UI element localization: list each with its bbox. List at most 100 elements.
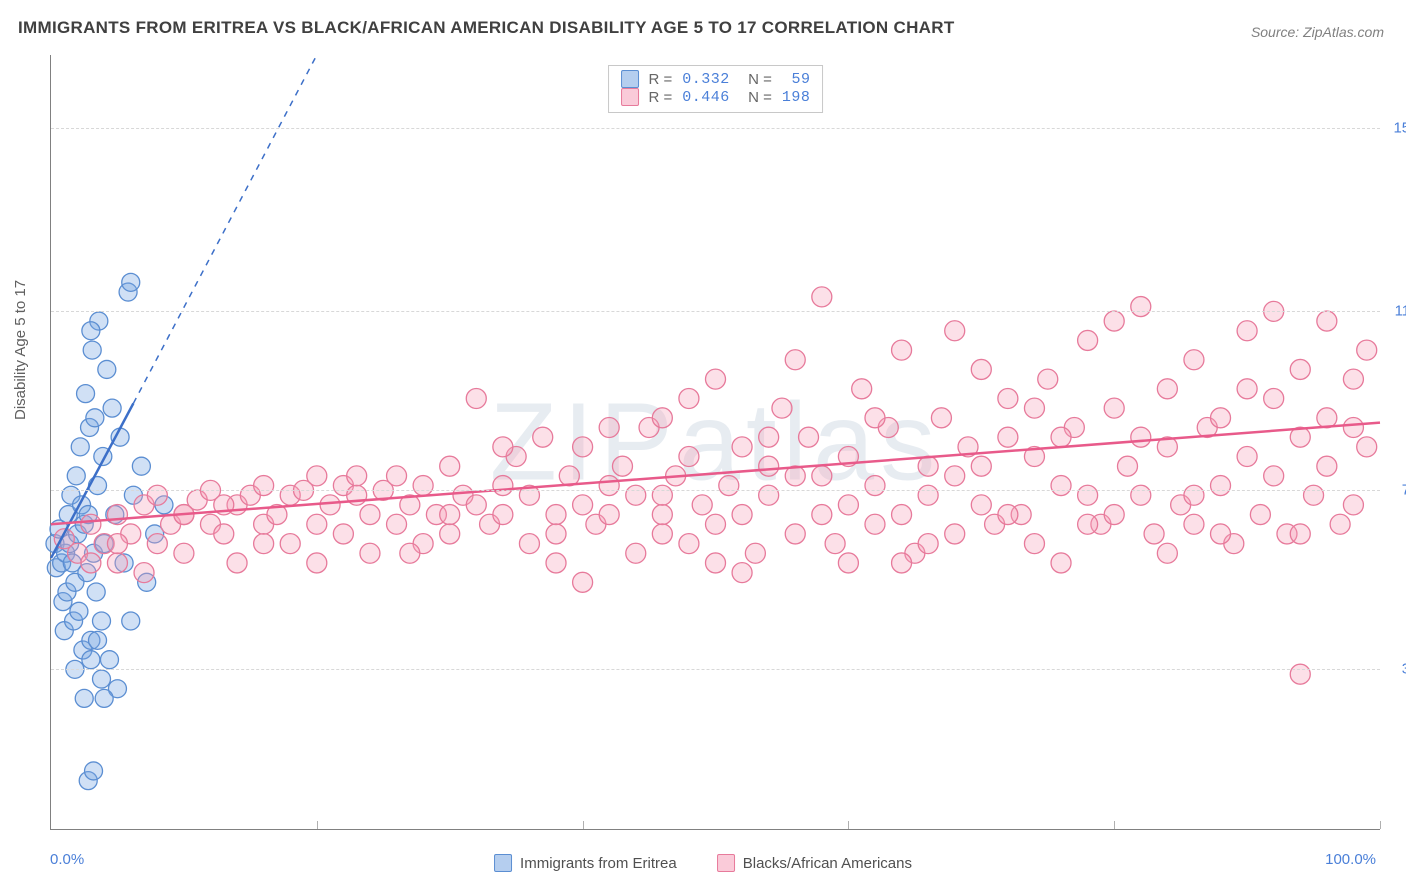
data-point — [85, 762, 103, 780]
data-point — [1237, 379, 1257, 399]
data-point — [174, 543, 194, 563]
data-point — [573, 572, 593, 592]
data-point — [1211, 476, 1231, 496]
data-point — [785, 524, 805, 544]
data-point — [70, 602, 88, 620]
stat-n-label: N = — [740, 71, 772, 88]
data-point — [93, 612, 111, 630]
data-point — [466, 495, 486, 515]
data-point — [1264, 466, 1284, 486]
data-point — [931, 408, 951, 428]
data-point — [732, 563, 752, 583]
data-point — [320, 495, 340, 515]
data-point — [998, 388, 1018, 408]
legend-label-pink: Blacks/African Americans — [743, 855, 912, 872]
data-point — [1343, 417, 1363, 437]
data-point — [82, 322, 100, 340]
x-minor-tick — [1380, 821, 1381, 829]
data-point — [107, 505, 127, 525]
data-point — [838, 495, 858, 515]
gridline-h — [51, 490, 1380, 491]
data-point — [333, 524, 353, 544]
data-point — [77, 385, 95, 403]
data-point — [82, 651, 100, 669]
legend-label-blue: Immigrants from Eritrea — [520, 855, 677, 872]
data-point — [998, 427, 1018, 447]
data-point — [466, 388, 486, 408]
data-point — [254, 476, 274, 496]
data-point — [892, 553, 912, 573]
data-point — [1038, 369, 1058, 389]
data-point — [107, 553, 127, 573]
data-point — [732, 505, 752, 525]
data-point — [387, 466, 407, 486]
data-point — [706, 514, 726, 534]
plot-area: ZIPatlas R = 0.332 N = 59 R = 0.446 N = … — [50, 55, 1380, 830]
y-tick-label: 11.2% — [1386, 303, 1406, 320]
data-point — [387, 514, 407, 534]
data-point — [679, 447, 699, 467]
data-point — [706, 369, 726, 389]
data-point — [998, 505, 1018, 525]
data-point — [1290, 359, 1310, 379]
data-point — [1211, 524, 1231, 544]
chart-title: IMMIGRANTS FROM ERITREA VS BLACK/AFRICAN… — [18, 18, 955, 38]
data-point — [1104, 311, 1124, 331]
data-point — [1078, 514, 1098, 534]
data-point — [147, 534, 167, 554]
data-point — [1157, 543, 1177, 563]
swatch-pink-icon — [717, 854, 735, 872]
data-point — [1264, 388, 1284, 408]
data-point — [573, 495, 593, 515]
source-attribution: Source: ZipAtlas.com — [1251, 24, 1384, 40]
data-point — [719, 476, 739, 496]
data-point — [67, 467, 85, 485]
data-point — [1051, 427, 1071, 447]
data-point — [1131, 485, 1151, 505]
data-point — [1343, 369, 1363, 389]
data-point — [626, 485, 646, 505]
data-point — [1290, 524, 1310, 544]
stat-r-value-pink: 0.446 — [682, 89, 730, 106]
data-point — [772, 398, 792, 418]
data-point — [892, 340, 912, 360]
data-point — [1357, 340, 1377, 360]
y-tick-label: 7.5% — [1386, 482, 1406, 499]
stat-r-value-blue: 0.332 — [682, 71, 730, 88]
data-point — [1157, 379, 1177, 399]
legend-item-blue: Immigrants from Eritrea — [494, 854, 677, 872]
data-point — [745, 543, 765, 563]
x-axis-min-label: 0.0% — [50, 851, 84, 868]
data-point — [865, 514, 885, 534]
data-point — [1237, 321, 1257, 341]
data-point — [254, 534, 274, 554]
data-point — [971, 495, 991, 515]
x-minor-tick — [848, 821, 849, 829]
data-point — [440, 505, 460, 525]
data-point — [546, 524, 566, 544]
data-point — [440, 524, 460, 544]
data-point — [812, 466, 832, 486]
data-point — [1104, 398, 1124, 418]
legend-item-pink: Blacks/African Americans — [717, 854, 912, 872]
data-point — [546, 553, 566, 573]
data-point — [679, 534, 699, 554]
data-point — [1184, 350, 1204, 370]
data-point — [971, 359, 991, 379]
data-point — [1290, 664, 1310, 684]
data-point — [214, 524, 234, 544]
x-minor-tick — [583, 821, 584, 829]
data-point — [759, 427, 779, 447]
data-point — [307, 514, 327, 534]
data-point — [100, 651, 118, 669]
swatch-pink-icon — [621, 88, 639, 106]
data-point — [599, 476, 619, 496]
data-point — [360, 543, 380, 563]
data-point — [1024, 398, 1044, 418]
stat-r-label: R = — [649, 71, 673, 88]
data-point — [918, 456, 938, 476]
data-point — [918, 534, 938, 554]
data-point — [93, 670, 111, 688]
data-point — [852, 379, 872, 399]
data-point — [1078, 485, 1098, 505]
